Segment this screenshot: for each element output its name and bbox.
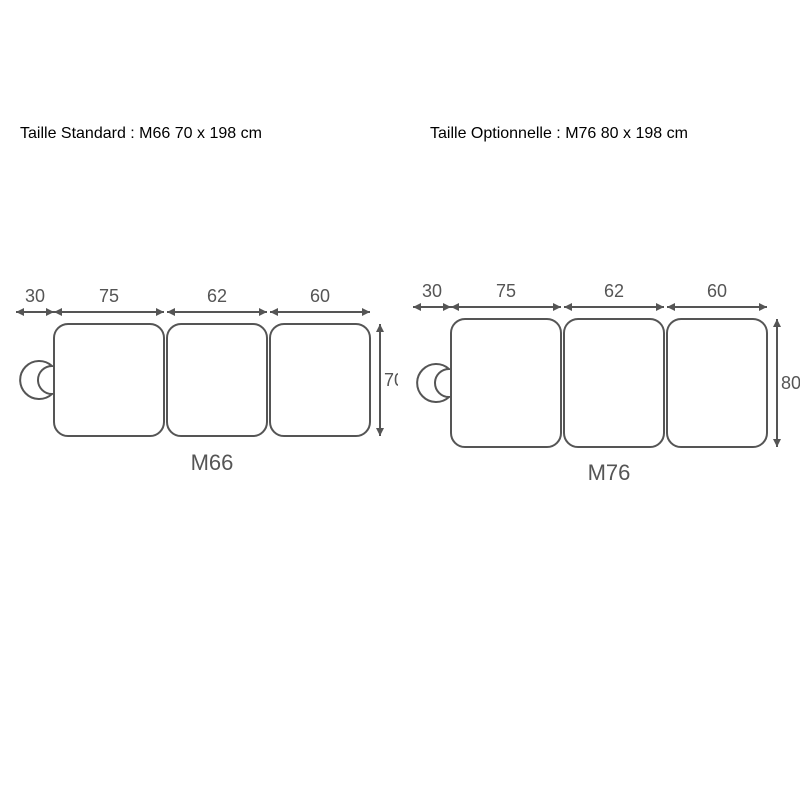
table-section-2 bbox=[564, 319, 664, 447]
dim-section-2: 62 bbox=[564, 281, 664, 311]
dim-section-1: 75 bbox=[54, 286, 164, 316]
dim-label: 80 bbox=[781, 373, 800, 393]
dim-label: 62 bbox=[604, 281, 624, 301]
dim-section-1: 75 bbox=[451, 281, 561, 311]
title-standard: Taille Standard : M66 70 x 198 cm bbox=[20, 125, 262, 143]
dim-head-width: 30 bbox=[413, 281, 451, 311]
table-section-3 bbox=[667, 319, 767, 447]
model-label: M76 bbox=[588, 460, 631, 485]
dim-section-3: 60 bbox=[667, 281, 767, 311]
diagram-m66: 30 75 62 60 70 M66 bbox=[8, 280, 398, 495]
headrest-icon bbox=[417, 364, 449, 402]
dim-section-3: 60 bbox=[270, 286, 370, 316]
dim-head-width: 30 bbox=[16, 286, 54, 316]
diagram-m76: 30 75 62 60 80 M76 bbox=[405, 275, 800, 505]
dim-label: 60 bbox=[707, 281, 727, 301]
model-label: M66 bbox=[191, 450, 234, 475]
table-section-1 bbox=[54, 324, 164, 436]
dim-label: 75 bbox=[496, 281, 516, 301]
dim-section-2: 62 bbox=[167, 286, 267, 316]
dim-height: 80 bbox=[773, 319, 800, 447]
title-optional: Taille Optionnelle : M76 80 x 198 cm bbox=[430, 125, 688, 143]
dim-label: 30 bbox=[422, 281, 442, 301]
dim-label: 30 bbox=[25, 286, 45, 306]
table-section-1 bbox=[451, 319, 561, 447]
dim-height: 70 bbox=[376, 324, 398, 436]
dim-label: 75 bbox=[99, 286, 119, 306]
table-section-2 bbox=[167, 324, 267, 436]
table-section-3 bbox=[270, 324, 370, 436]
dim-label: 70 bbox=[384, 370, 398, 390]
dim-label: 62 bbox=[207, 286, 227, 306]
dim-label: 60 bbox=[310, 286, 330, 306]
headrest-icon bbox=[20, 361, 52, 399]
